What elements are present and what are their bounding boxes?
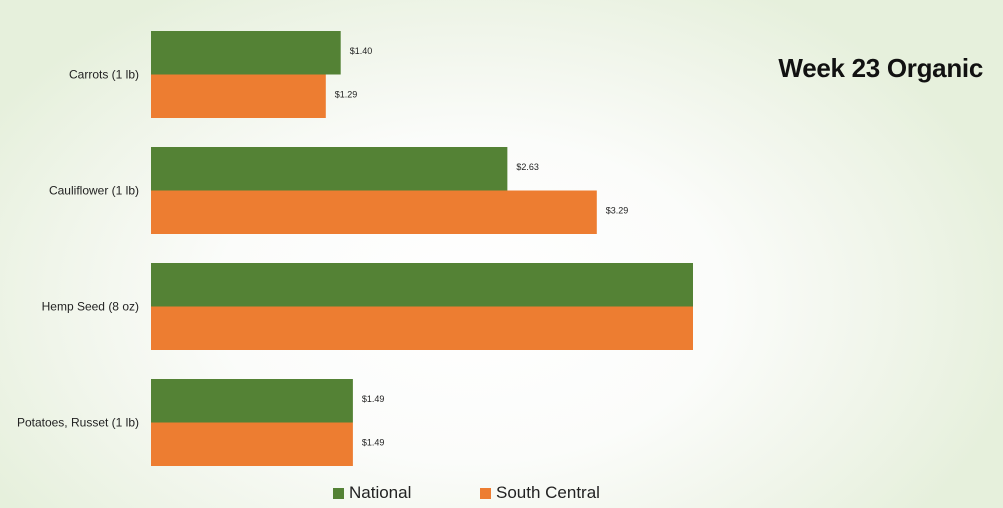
data-label-south-central-cauliflower-1-lb: $3.29 bbox=[606, 205, 629, 215]
bar-south-central-potatoes-russet-1-lb bbox=[151, 422, 353, 466]
legend-item-south-central: South Central bbox=[480, 483, 600, 503]
legend-label-south-central: South Central bbox=[496, 483, 600, 502]
legend-swatch-south-central bbox=[480, 487, 491, 499]
bar-south-central-carrots-1-lb bbox=[151, 74, 326, 118]
data-label-south-central-carrots-1-lb: $1.29 bbox=[335, 89, 358, 99]
category-label-cauliflower-1-lb: Cauliflower (1 lb) bbox=[49, 184, 139, 198]
bar-national-cauliflower-1-lb bbox=[151, 147, 508, 191]
chart-title: Week 23 Organic bbox=[778, 53, 983, 83]
legend-swatch-national bbox=[333, 487, 344, 499]
legend: National South Central bbox=[0, 481, 1003, 507]
legend-label-national: National bbox=[349, 483, 412, 502]
category-label-potatoes-russet-1-lb: Potatoes, Russet (1 lb) bbox=[17, 416, 139, 430]
bar-national-hemp-seed-8-oz bbox=[151, 263, 693, 307]
category-label-hemp-seed-8-oz: Hemp Seed (8 oz) bbox=[42, 300, 139, 314]
data-label-national-cauliflower-1-lb: $2.63 bbox=[516, 162, 539, 172]
legend-item-national: National bbox=[333, 483, 411, 503]
data-label-national-carrots-1-lb: $1.40 bbox=[350, 46, 373, 56]
chart-plot-area: Carrots (1 lb) $1.40 $1.29 Cauliflower (1 l… bbox=[17, 31, 693, 466]
bar-national-potatoes-russet-1-lb bbox=[151, 379, 353, 423]
category-label-carrots-1-lb: Carrots (1 lb) bbox=[69, 68, 139, 82]
bar-south-central-cauliflower-1-lb bbox=[151, 190, 597, 234]
data-label-south-central-potatoes-russet-1-lb: $1.49 bbox=[362, 437, 385, 447]
data-label-national-potatoes-russet-1-lb: $1.49 bbox=[362, 394, 385, 404]
bar-national-carrots-1-lb bbox=[151, 31, 341, 75]
bar-south-central-hemp-seed-8-oz bbox=[151, 306, 693, 350]
